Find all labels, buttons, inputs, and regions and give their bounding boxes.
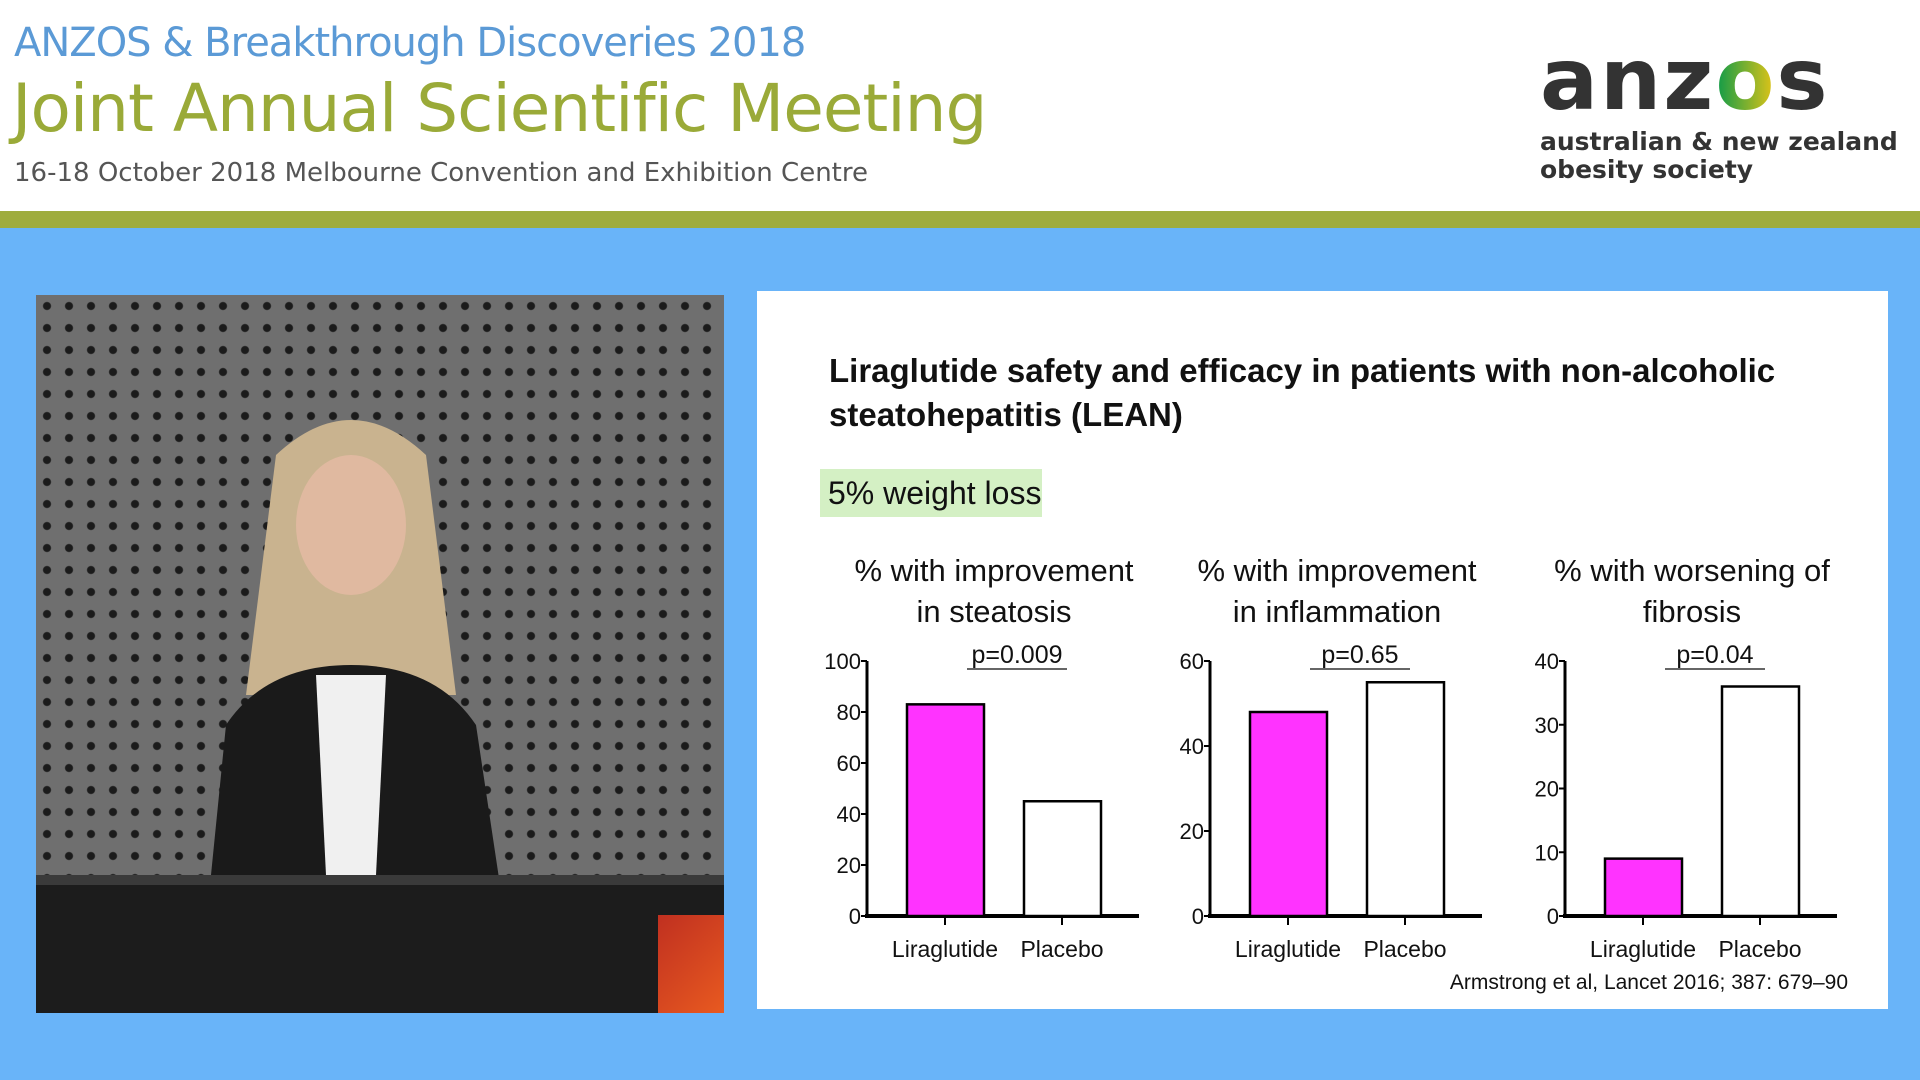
chart-title-line: in inflammation xyxy=(1233,594,1441,629)
x-tick-label: Liraglutide xyxy=(1590,936,1696,962)
x-tick-label: Liraglutide xyxy=(1235,936,1341,962)
event-name: ANZOS & Breakthrough Discoveries 2018 xyxy=(14,20,806,66)
p-value: p=0.009 xyxy=(971,641,1062,669)
bar-liraglutide xyxy=(1248,710,1329,918)
citation: Armstrong et al, Lancet 2016; 387: 679–9… xyxy=(1449,971,1848,994)
bar-placebo xyxy=(1022,800,1103,918)
chart-title-line: % with improvement xyxy=(1197,553,1476,588)
x-tick-label: Placebo xyxy=(1020,936,1103,962)
y-tick-label: 30 xyxy=(1535,713,1559,738)
weight-loss-badge: 5% weight loss xyxy=(820,469,1042,517)
header-divider xyxy=(0,211,1920,228)
y-tick-label: 80 xyxy=(837,700,861,725)
y-tick-label: 20 xyxy=(1535,777,1559,802)
y-tick-label: 40 xyxy=(837,802,861,827)
slide-title: Liraglutide safety and efficacy in patie… xyxy=(829,352,1776,433)
y-tick-label: 60 xyxy=(1180,649,1204,674)
logo-line-2: obesity society xyxy=(1540,155,1754,184)
bar-liraglutide xyxy=(905,703,986,918)
meeting-subtitle: 16-18 October 2018 Melbourne Convention … xyxy=(14,158,868,188)
bar-charts: % with improvement in steatosis 0 20 40 60 80 1… xyxy=(824,553,1837,962)
bar-placebo xyxy=(1365,681,1446,918)
y-tick-label: 40 xyxy=(1535,649,1559,674)
chart-title-line: % with worsening of xyxy=(1554,553,1830,588)
y-tick-label: 0 xyxy=(849,904,861,929)
x-tick-label: Placebo xyxy=(1363,936,1446,962)
bar-placebo xyxy=(1720,685,1801,918)
speaker-video xyxy=(36,295,724,1013)
logo-line-1: australian & new zealand xyxy=(1540,127,1898,156)
y-tick-label: 0 xyxy=(1192,904,1204,929)
y-tick-label: 10 xyxy=(1535,840,1559,865)
p-value: p=0.65 xyxy=(1321,641,1398,669)
x-tick-label: Placebo xyxy=(1718,936,1801,962)
speaker-figure xyxy=(206,420,506,925)
meeting-title: Joint Annual Scientific Meeting xyxy=(12,70,987,147)
y-tick-label: 0 xyxy=(1547,904,1559,929)
p-value: p=0.04 xyxy=(1676,641,1753,669)
logo-tagline: australian & new zealand obesity society xyxy=(1540,128,1910,184)
bar-liraglutide xyxy=(1603,857,1684,918)
presentation-slide: Liraglutide safety and efficacy in patie… xyxy=(757,291,1888,1009)
chart-title-line: fibrosis xyxy=(1643,594,1741,629)
y-tick-label: 20 xyxy=(837,853,861,878)
y-tick-label: 60 xyxy=(837,751,861,776)
logo-wordmark: anzos xyxy=(1540,30,1830,130)
header: ANZOS & Breakthrough Discoveries 2018 Jo… xyxy=(0,0,1920,211)
y-tick-label: 40 xyxy=(1180,734,1204,759)
y-tick-label: 100 xyxy=(824,649,861,674)
podium-logo xyxy=(658,915,724,1013)
anzos-logo: anzos australian & new zealand obesity s… xyxy=(1540,30,1910,184)
podium xyxy=(36,875,724,1013)
chart-title-line: in steatosis xyxy=(916,594,1071,629)
y-tick-label: 20 xyxy=(1180,819,1204,844)
x-tick-label: Liraglutide xyxy=(892,936,998,962)
chart-title-line: % with improvement xyxy=(854,553,1133,588)
